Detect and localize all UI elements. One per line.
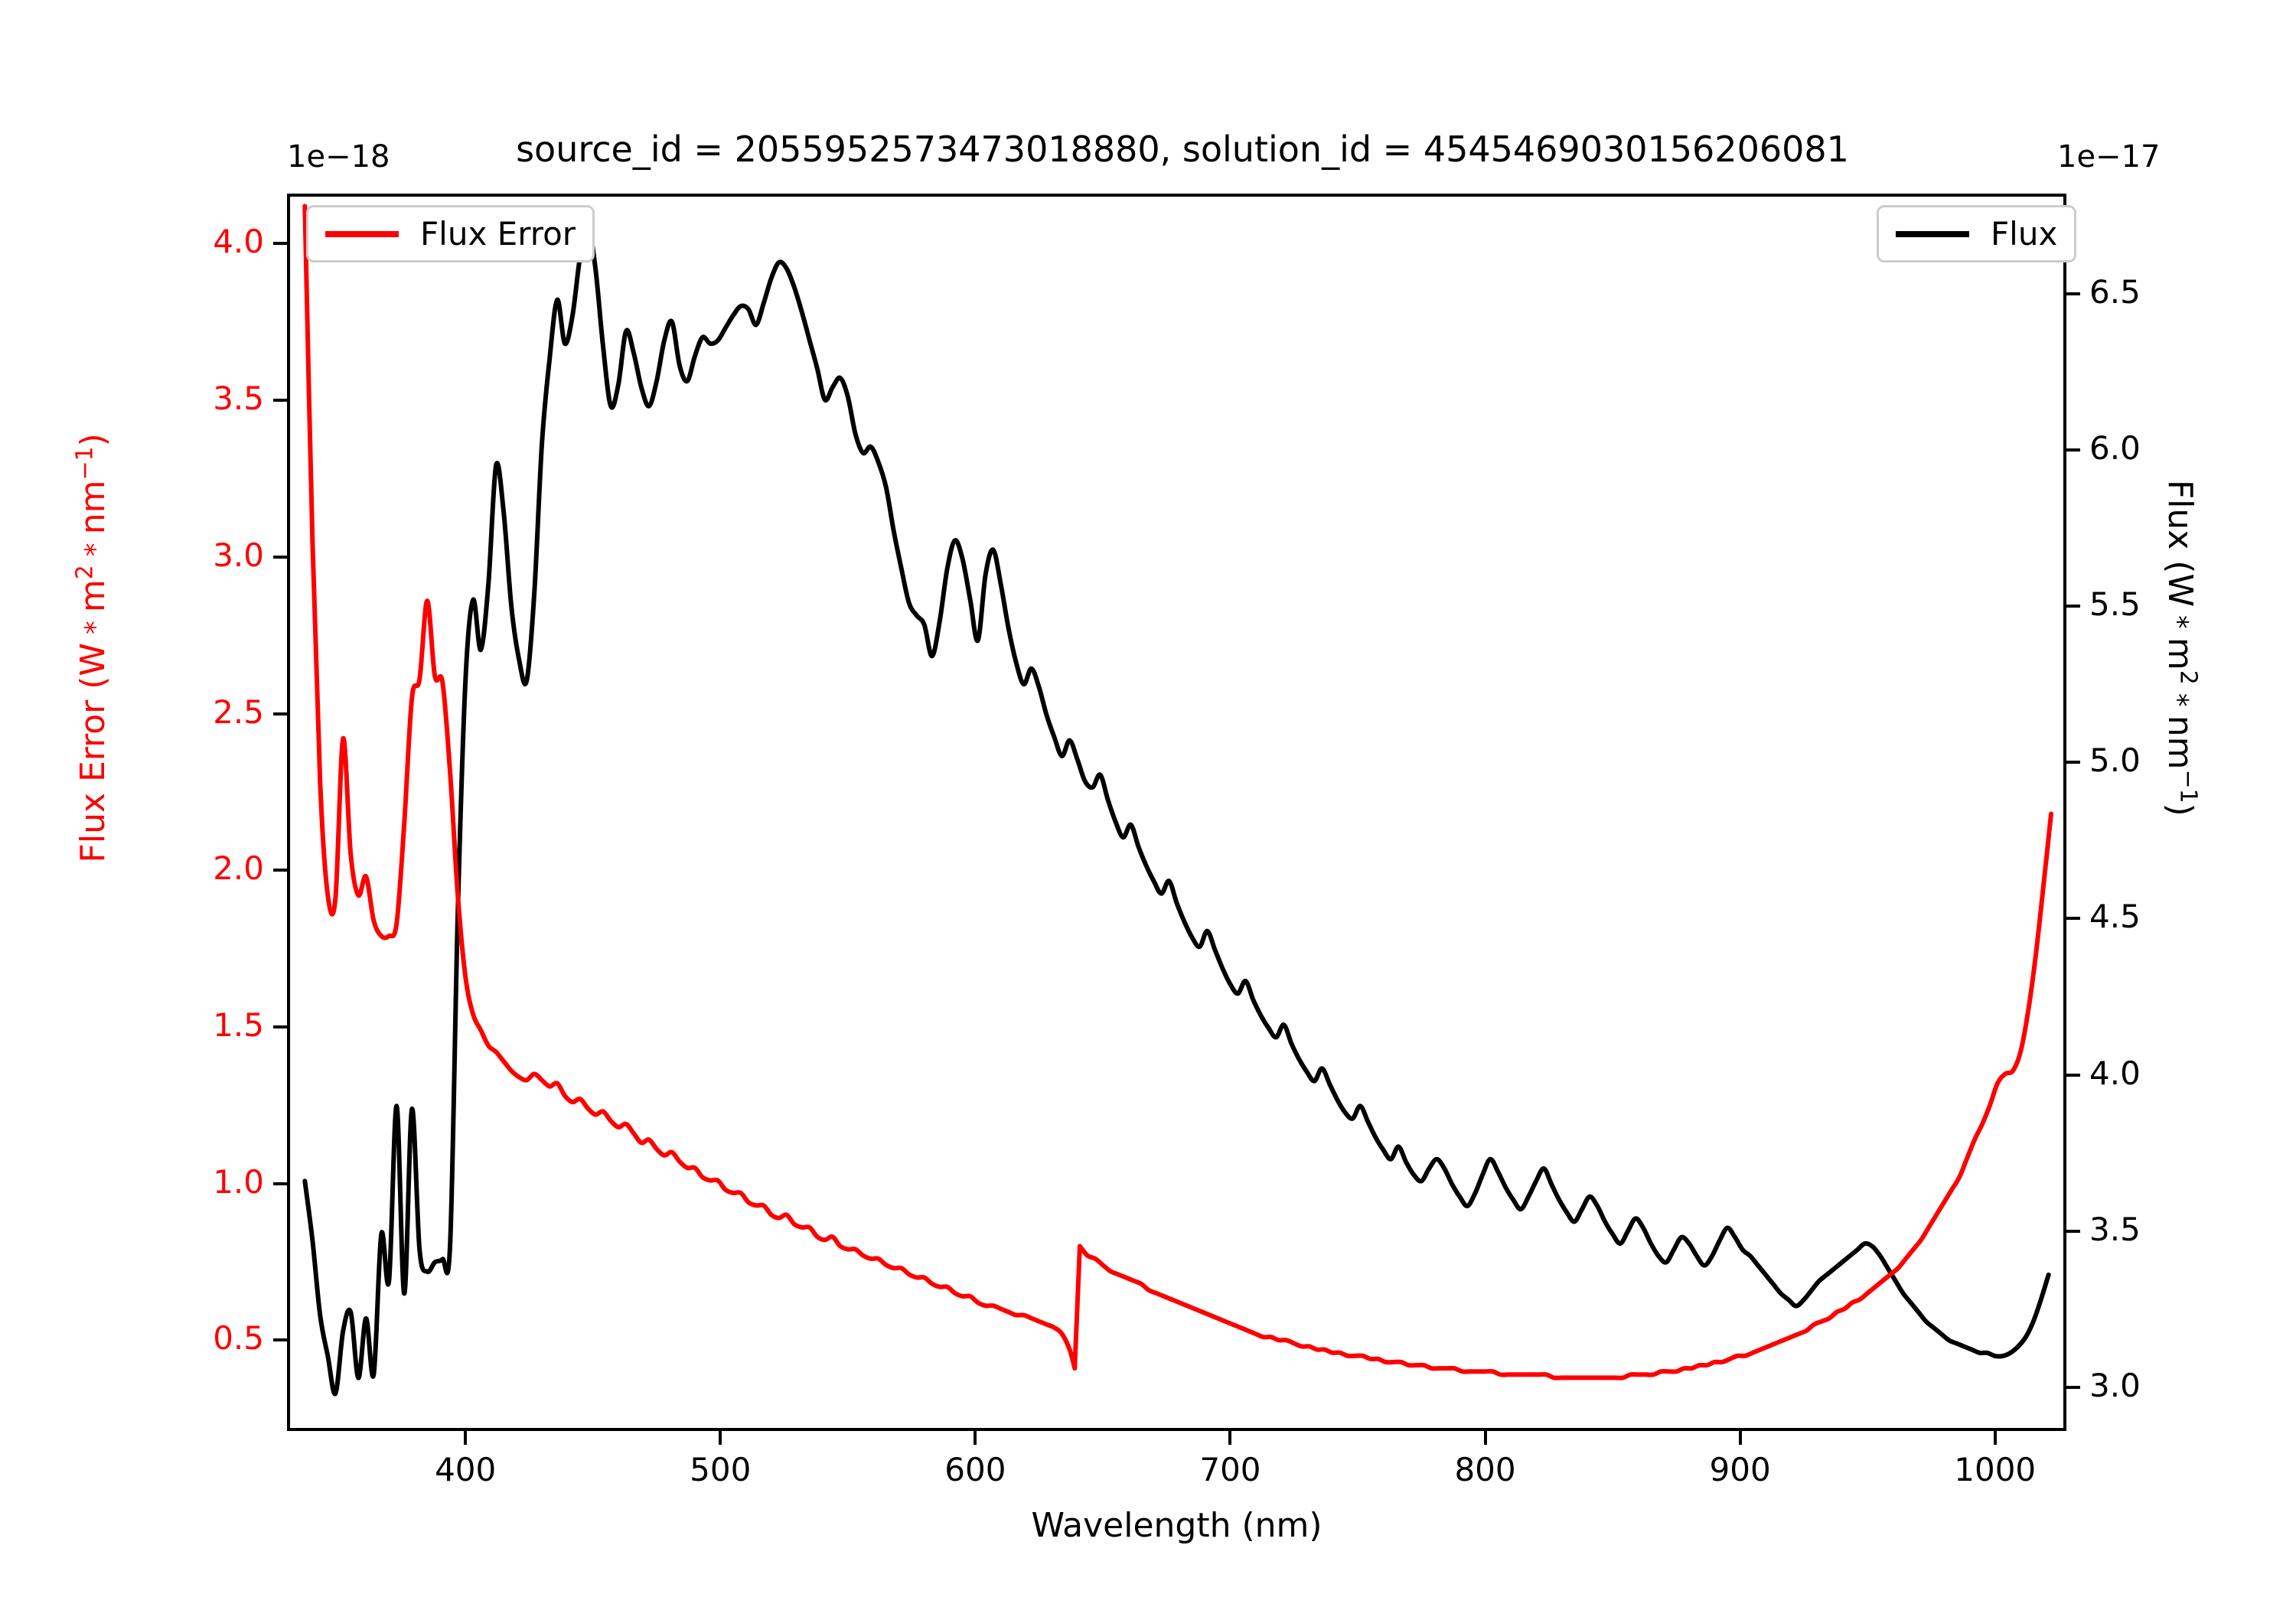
left-axis-tick-label: 1.5 xyxy=(213,1006,264,1044)
right-axis-label: Flux (W * m2 * nm−1) xyxy=(2161,304,2202,993)
legend-label-flux: Flux xyxy=(1991,215,2058,253)
x-axis-tick-mark xyxy=(974,1431,977,1445)
left-axis-tick-label: 4.0 xyxy=(213,223,264,261)
x-axis-tick-label: 1000 xyxy=(1954,1451,2037,1488)
plot-frame xyxy=(287,194,2066,1431)
right-axis-tick-mark xyxy=(2066,1229,2080,1233)
left-axis-tick-label: 0.5 xyxy=(213,1319,264,1358)
right-axis-tick-mark xyxy=(2066,1073,2080,1077)
left-axis-tick-mark xyxy=(273,555,287,559)
x-axis-tick-label: 500 xyxy=(690,1451,752,1488)
left-axis-label: Flux Error (W * m2 * nm−1) xyxy=(71,304,113,993)
x-axis-tick-label: 400 xyxy=(435,1451,497,1488)
flux-error-line xyxy=(302,204,2054,1380)
right-axis-tick-label: 3.0 xyxy=(2089,1366,2141,1404)
left-axis-tick-label: 1.0 xyxy=(213,1162,264,1201)
legend-label-flux-error: Flux Error xyxy=(420,215,576,253)
right-axis-tick-label: 4.5 xyxy=(2089,898,2141,936)
x-axis-label: Wavelength (nm) xyxy=(1031,1506,1322,1545)
right-axis-tick-label: 3.5 xyxy=(2089,1210,2141,1248)
x-axis-tick-label: 600 xyxy=(944,1451,1006,1488)
x-axis-tick-label: 900 xyxy=(1709,1451,1771,1488)
left-axis-tick-label: 2.5 xyxy=(213,693,264,731)
plot-area xyxy=(302,204,2054,1397)
right-axis-tick-label: 6.0 xyxy=(2089,429,2141,467)
left-axis-tick-label: 3.0 xyxy=(213,536,264,574)
left-axis-label-text: Flux Error (W * m2 * nm−1) xyxy=(71,433,113,863)
flux-line xyxy=(302,222,2051,1397)
x-axis-tick-mark xyxy=(1228,1431,1232,1445)
left-axis-tick-mark xyxy=(273,712,287,715)
legend-flux-error[interactable]: Flux Error xyxy=(306,205,595,262)
left-axis-tick-mark xyxy=(273,242,287,246)
right-axis-tick-mark xyxy=(2066,761,2080,764)
right-axis-tick-mark xyxy=(2066,292,2080,295)
x-axis-tick-mark xyxy=(464,1431,468,1445)
x-axis-tick-label: 800 xyxy=(1454,1451,1516,1488)
x-axis-tick-mark xyxy=(1738,1431,1742,1445)
right-axis-offset-text: 1e−17 xyxy=(2057,139,2161,174)
legend-flux[interactable]: Flux xyxy=(1877,205,2077,262)
plot-title-text: source_id = 2055952573473018880, solutio… xyxy=(516,129,1849,170)
right-axis-tick-label: 5.0 xyxy=(2089,742,2141,780)
right-axis-tick-mark xyxy=(2066,605,2080,608)
left-axis-tick-mark xyxy=(273,1182,287,1185)
x-axis-tick-mark xyxy=(719,1431,722,1445)
right-axis-tick-mark xyxy=(2066,917,2080,921)
right-axis-label-text: Flux (W * m2 * nm−1) xyxy=(2161,479,2202,817)
right-axis-tick-label: 5.5 xyxy=(2089,585,2141,623)
right-axis-tick-mark xyxy=(2066,1385,2080,1389)
plot-title: source_id = 2055952573473018880, solutio… xyxy=(0,129,2296,170)
legend-line-swatch-flux-error xyxy=(325,230,399,237)
right-axis-tick-mark xyxy=(2066,448,2080,451)
legend-line-swatch-flux xyxy=(1896,230,1969,237)
right-axis-tick-label: 4.0 xyxy=(2089,1054,2141,1092)
left-axis-tick-mark xyxy=(273,1025,287,1028)
left-axis-tick-mark xyxy=(273,1338,287,1342)
left-axis-tick-label: 3.5 xyxy=(213,380,264,418)
left-axis-tick-label: 2.0 xyxy=(213,849,264,888)
x-axis-tick-mark xyxy=(1483,1431,1487,1445)
left-axis-tick-mark xyxy=(273,869,287,872)
left-axis-tick-mark xyxy=(273,399,287,403)
x-axis-tick-mark xyxy=(1993,1431,1997,1445)
x-axis-tick-label: 700 xyxy=(1199,1451,1261,1488)
right-axis-tick-label: 6.5 xyxy=(2089,272,2141,311)
left-axis-offset-text: 1e−18 xyxy=(287,139,390,174)
